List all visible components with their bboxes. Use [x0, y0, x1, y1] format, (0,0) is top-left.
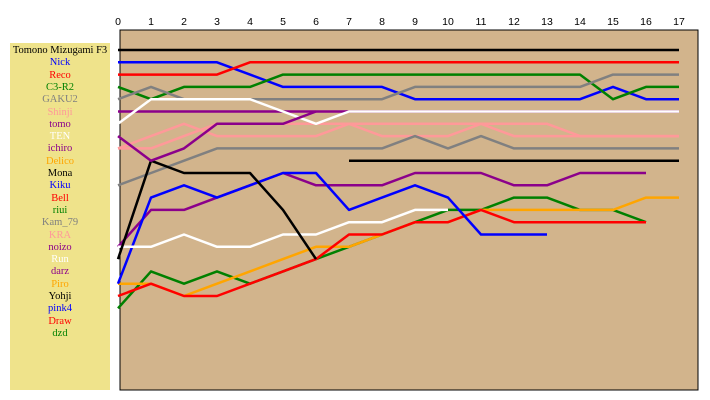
series-line: [117, 73, 679, 101]
x-tick-label: 9: [412, 16, 418, 28]
legend-entry: tomo: [49, 118, 71, 130]
x-tick-label: 1: [148, 16, 154, 28]
legend-entry: Draw: [48, 315, 72, 327]
legend-entry: Tomono Mizugami F3: [12, 45, 108, 56]
x-tick-label: 2: [181, 16, 187, 28]
x-tick-label: 6: [313, 16, 319, 28]
legend-entry: ichiro: [47, 143, 73, 155]
x-tick-label: 5: [280, 16, 286, 28]
legend-entry: pink4: [48, 303, 72, 315]
legend-entry: TEN: [49, 131, 71, 143]
series-line: [117, 122, 679, 150]
legend-entry: GAKU2: [42, 94, 78, 106]
legend-entry: riui: [52, 204, 68, 216]
x-tick-label: 8: [379, 16, 385, 28]
legend-entry: Mona: [47, 168, 73, 179]
x-tick-label: 4: [247, 16, 253, 28]
series-line: [118, 208, 448, 249]
series-lines: [116, 48, 679, 310]
legend-entry: darz: [50, 266, 70, 278]
series-line: [118, 61, 679, 76]
x-tick-label: 15: [607, 16, 619, 28]
legend-entry: noizo: [48, 241, 72, 253]
x-tick-label: 10: [442, 16, 454, 28]
x-tick-label: 13: [541, 16, 553, 28]
series-line: [117, 97, 679, 126]
legend-entry: Yohji: [48, 291, 72, 302]
legend-entry: Delico: [46, 155, 74, 167]
series-line: [117, 110, 317, 162]
legend-entry: Bell: [51, 192, 69, 204]
series-line: [116, 171, 547, 285]
x-tick-labels: 0 1 2 3 4 5 6 7 8 9 10 11 12 13 14 15 16 17: [115, 16, 685, 28]
legend-entry: Kiku: [49, 180, 71, 192]
x-tick-label: 12: [508, 16, 520, 28]
x-tick-label: 14: [574, 16, 586, 28]
legend-entry: dzd: [52, 327, 68, 339]
legend-entry: C3-R2: [45, 81, 74, 93]
legend-entry: Nick: [49, 57, 71, 69]
x-tick-label: 0: [115, 16, 121, 28]
x-tick-label: 3: [214, 16, 220, 28]
legend-entry: KRA: [48, 229, 72, 241]
legend-entry: Run: [51, 254, 69, 266]
series-line: [117, 171, 646, 248]
x-tick-label: 16: [640, 16, 652, 28]
x-tick-label: 17: [673, 16, 685, 28]
legend-entry: Kam_79: [41, 217, 79, 229]
legend-entry: Shinji: [47, 106, 73, 118]
x-tick-label: 7: [346, 16, 352, 28]
series-line: [117, 134, 679, 187]
legend-panel: [10, 43, 110, 390]
legend-entry: Piro: [51, 278, 69, 290]
series-line: [117, 208, 646, 298]
legend-entry: Reco: [49, 69, 71, 81]
x-tick-label: 11: [476, 16, 487, 28]
